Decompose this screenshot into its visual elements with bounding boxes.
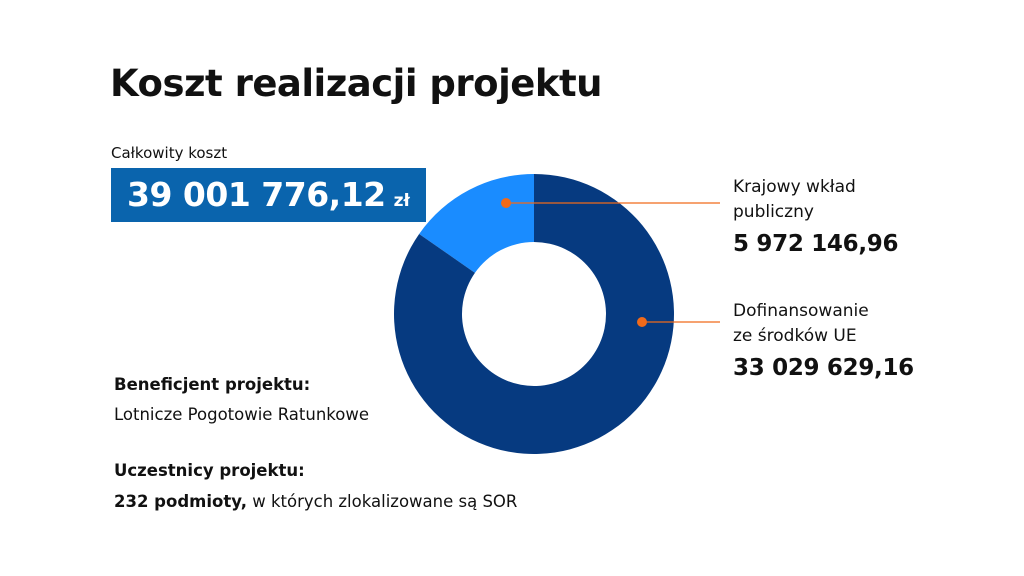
participants-heading: Uczestnicy projektu:: [114, 461, 305, 480]
callout-eu-value: 33 029 629,16: [733, 355, 914, 381]
callout-national-value: 5 972 146,96: [733, 231, 899, 257]
page-title: Koszt realizacji projektu: [110, 62, 603, 105]
total-cost-box: 39 001 776,12 zł: [111, 168, 426, 222]
marker-dot-national: [501, 198, 511, 208]
beneficiary-heading: Beneficjent projektu:: [114, 375, 311, 394]
beneficiary-value: Lotnicze Pogotowie Ratunkowe: [114, 405, 370, 424]
total-cost-label: Całkowity koszt: [111, 144, 228, 162]
callout-eu-label-line1: Dofinansowanie: [733, 301, 869, 321]
callout-eu: Dofinansowanie ze środków UE 33 029 629,…: [733, 299, 914, 381]
total-cost-value: 39 001 776,12: [127, 175, 386, 214]
callout-eu-label-line2: ze środków UE: [733, 326, 857, 346]
participants-count: 232 podmioty,: [114, 492, 247, 511]
participants-description: w których zlokalizowane są SOR: [246, 492, 518, 511]
callout-national-label-line2: publiczny: [733, 202, 814, 222]
callout-national-label-line1: Krajowy wkład: [733, 177, 856, 197]
marker-dot-eu: [637, 317, 647, 327]
callout-national: Krajowy wkład publiczny 5 972 146,96: [733, 175, 898, 257]
donut-slice-eu: [394, 174, 675, 454]
total-cost-unit: zł: [393, 191, 410, 211]
participants-value: 232 podmioty, w których zlokalizowane są…: [114, 492, 517, 511]
